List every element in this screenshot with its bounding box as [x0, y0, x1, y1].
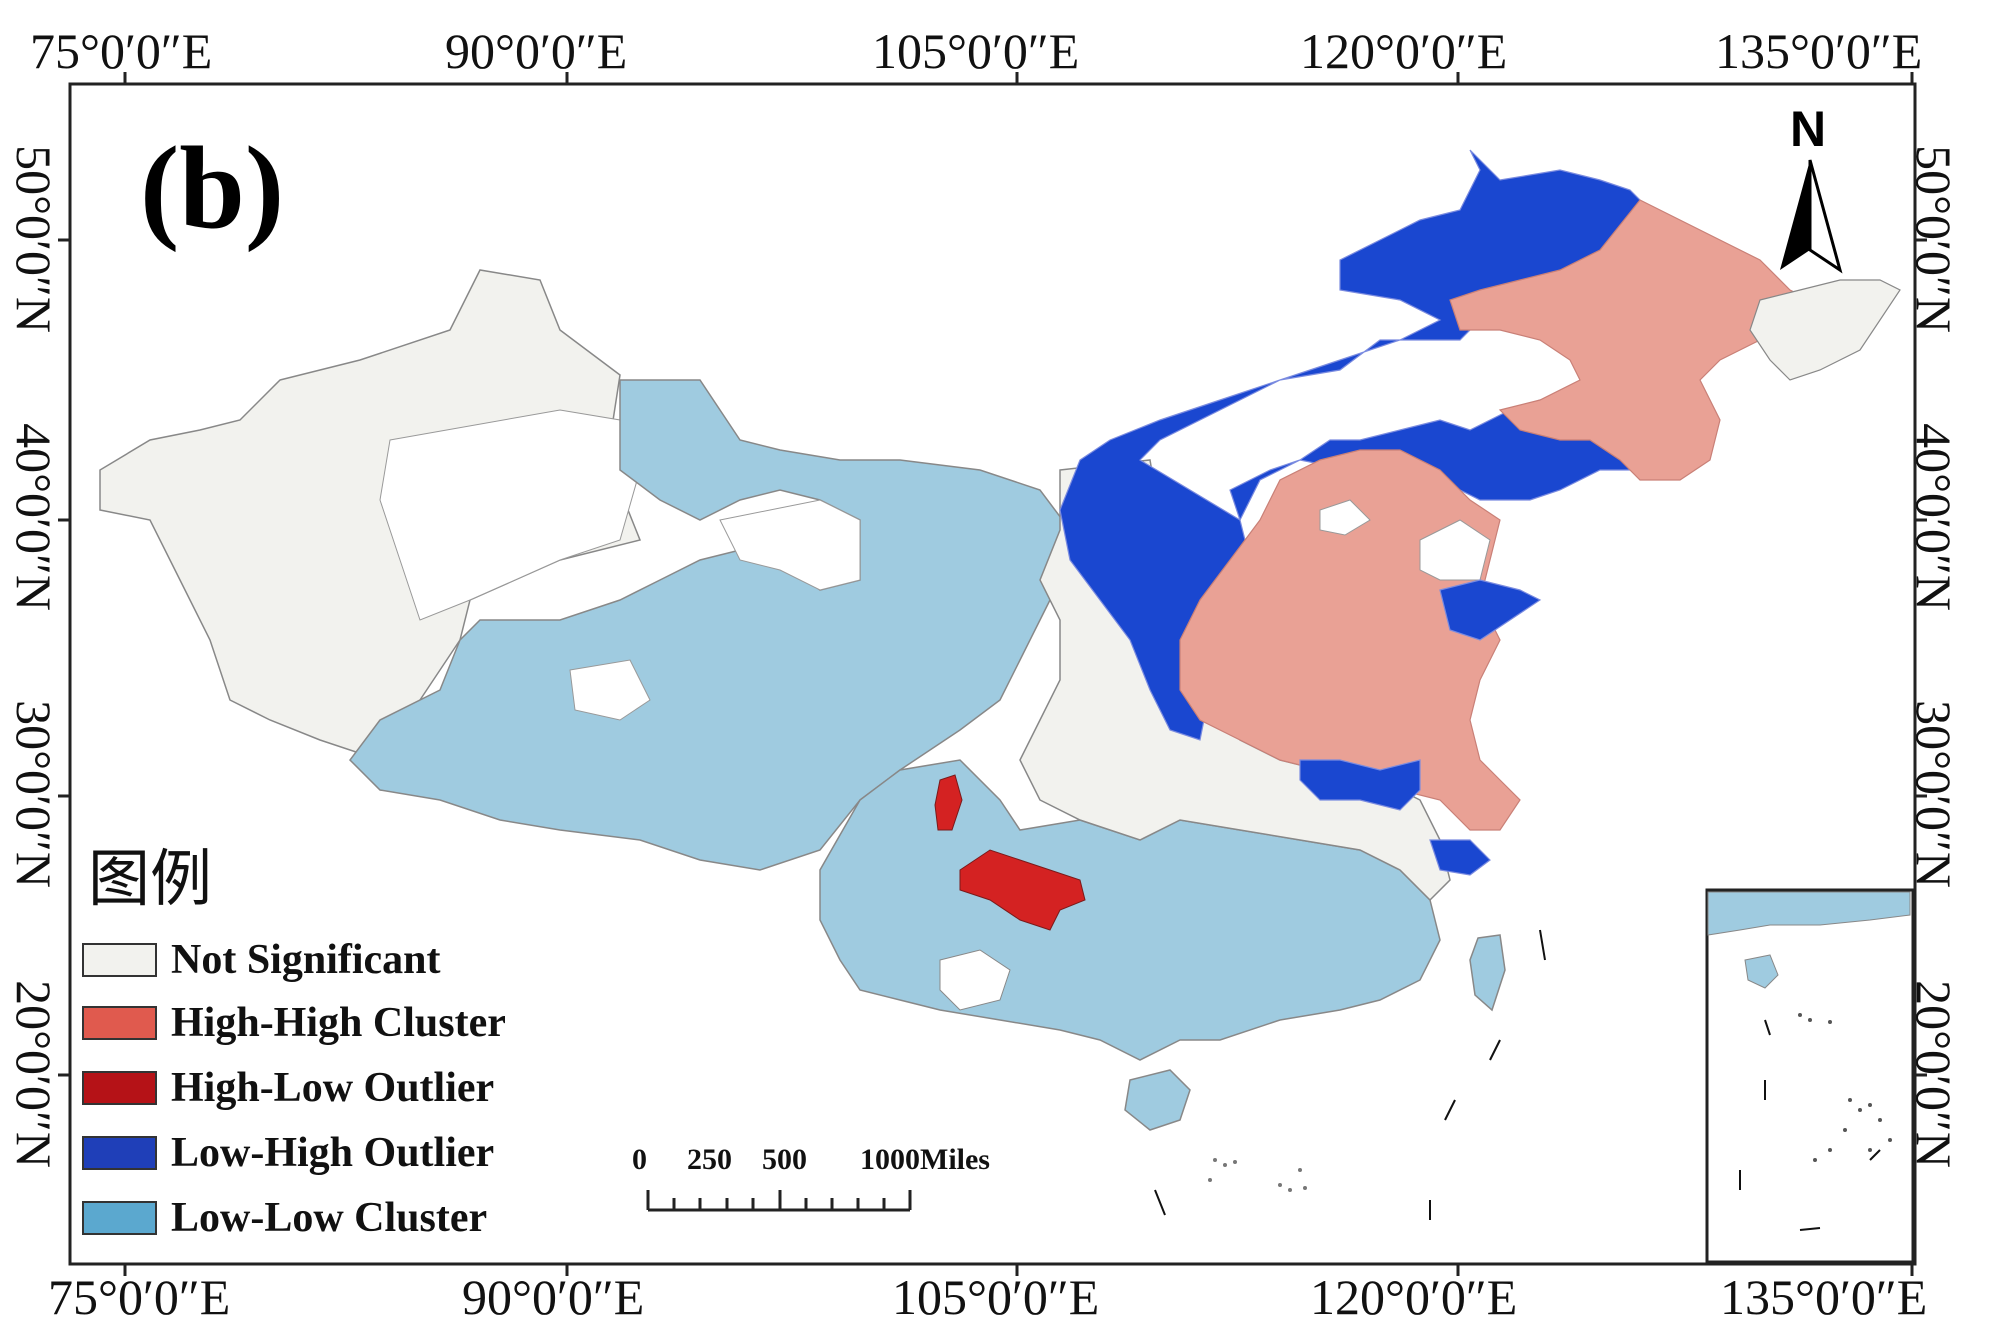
legend-swatch-high-high [82, 1006, 157, 1040]
lat-label-right-50: 50°0′0″N [1905, 145, 1963, 333]
legend-swatch-not-significant [82, 943, 157, 977]
legend-label: High-Low Outlier [171, 1064, 494, 1112]
region-low-low-hainan [1125, 1070, 1190, 1130]
legend-swatch-high-low [82, 1071, 157, 1105]
island-dots [1208, 1158, 1307, 1192]
legend-item-low-low: Low-Low Cluster [82, 1193, 487, 1243]
legend-label: Low-Low Cluster [171, 1194, 487, 1242]
legend-swatch-low-high [82, 1136, 157, 1170]
lon-label-top-75: 75°0′0″E [30, 22, 212, 80]
north-label: N [1790, 100, 1826, 158]
scale-tick-500: 500 [762, 1143, 807, 1177]
lon-label-top-90: 90°0′0″E [445, 22, 627, 80]
legend-label: High-High Cluster [171, 999, 506, 1047]
scale-tick-250: 250 [687, 1143, 732, 1177]
lat-label-left-40: 40°0′0″N [5, 423, 63, 611]
region-low-high-shandong [1440, 580, 1540, 640]
region-no-data-central [380, 410, 640, 620]
region-low-low-taiwan [1470, 935, 1505, 1010]
lat-label-right-30: 30°0′0″N [1905, 700, 1963, 888]
legend-item-high-low: High-Low Outlier [82, 1063, 494, 1113]
lon-label-bottom-105: 105°0′0″E [892, 1268, 1099, 1326]
panel-label: (b) [140, 120, 284, 256]
scale-bar [648, 1190, 910, 1210]
scale-tick-1000: 1000Miles [860, 1143, 990, 1177]
lon-label-top-120: 120°0′0″E [1300, 22, 1507, 80]
lat-label-right-40: 40°0′0″N [1905, 423, 1963, 611]
lat-label-left-30: 30°0′0″N [5, 700, 63, 888]
lat-label-right-20: 20°0′0″N [1905, 980, 1963, 1168]
legend-item-low-high: Low-High Outlier [82, 1128, 494, 1178]
lat-label-left-50: 50°0′0″N [5, 145, 63, 333]
lon-label-top-105: 105°0′0″E [872, 22, 1079, 80]
scale-tick-0: 0 [632, 1143, 647, 1177]
legend-label: Not Significant [171, 936, 441, 984]
legend-label: Low-High Outlier [171, 1129, 494, 1177]
lat-label-left-20: 20°0′0″N [5, 980, 63, 1168]
legend-swatch-low-low [82, 1201, 157, 1235]
lon-label-bottom-75: 75°0′0″E [48, 1268, 230, 1326]
legend-title: 图例 [88, 828, 212, 918]
lon-label-bottom-120: 120°0′0″E [1310, 1268, 1517, 1326]
legend-item-not-significant: Not Significant [82, 935, 441, 985]
legend-item-high-high: High-High Cluster [82, 998, 506, 1048]
lon-label-top-135: 135°0′0″E [1715, 22, 1922, 80]
lon-label-bottom-90: 90°0′0″E [462, 1268, 644, 1326]
lon-label-bottom-135: 135°0′0″E [1720, 1268, 1927, 1326]
north-arrow-icon [1780, 160, 1840, 270]
inset-frame [1707, 890, 1913, 1262]
